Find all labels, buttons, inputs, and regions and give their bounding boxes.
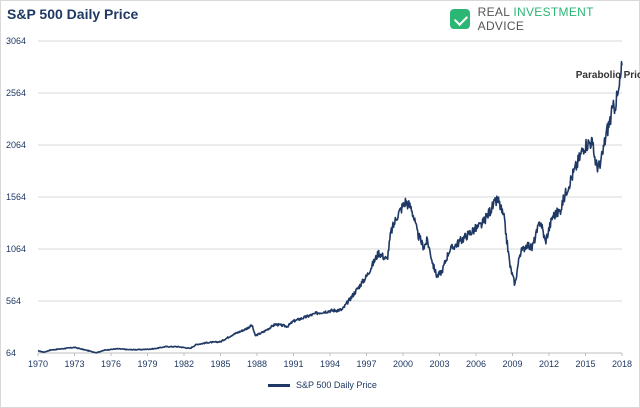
- x-tick-label: 1973: [64, 359, 84, 369]
- annotations: Parabolic Price Move: [576, 70, 640, 81]
- y-tick-label: 3064: [6, 36, 26, 46]
- brand-logo: REAL INVESTMENT ADVICE: [450, 5, 640, 33]
- x-tick-label: 1991: [283, 359, 303, 369]
- x-tick-label: 2009: [502, 359, 522, 369]
- series-line-sp500: [37, 60, 623, 354]
- x-axis-ticks: 1970 1973 1976 1979 1982 1985 1988 1991 1994 1997…: [28, 352, 632, 369]
- x-tick-label: 2015: [575, 359, 595, 369]
- x-tick-label: 2006: [466, 359, 486, 369]
- x-tick-label: 1979: [137, 359, 157, 369]
- grid-lines: [38, 40, 622, 354]
- brand-name: REAL INVESTMENT ADVICE: [478, 5, 640, 33]
- shield-check-icon: [450, 9, 470, 29]
- brand-word-real: REAL: [477, 5, 514, 19]
- x-tick-label: 2003: [429, 359, 449, 369]
- annotation-label: Parabolic Price Move: [576, 70, 640, 81]
- x-tick-label: 1970: [28, 359, 48, 369]
- y-tick-label: 1064: [6, 244, 26, 254]
- x-tick-label: 2018: [612, 359, 632, 369]
- legend-label: S&P 500 Daily Price: [296, 380, 377, 390]
- y-tick-label: 2064: [6, 140, 26, 150]
- legend-swatch: [268, 383, 290, 387]
- x-tick-label: 2000: [393, 359, 413, 369]
- x-tick-label: 1985: [210, 359, 230, 369]
- brand-word-advice: ADVICE: [477, 19, 525, 33]
- x-tick-label: 1997: [356, 359, 376, 369]
- y-tick-label: 1564: [6, 192, 26, 202]
- x-tick-label: 2012: [539, 359, 559, 369]
- series-layer: [37, 60, 623, 354]
- chart-title: S&P 500 Daily Price: [7, 6, 139, 22]
- x-tick-label: 1982: [174, 359, 194, 369]
- x-tick-label: 1976: [101, 359, 121, 369]
- y-axis-ticks: 3064 2564 2064 1564 1064 564 64: [6, 36, 26, 358]
- y-tick-label: 2564: [6, 88, 26, 98]
- x-tick-label: 1994: [320, 359, 340, 369]
- x-tick-label: 1988: [247, 359, 267, 369]
- y-tick-label: 564: [6, 296, 21, 306]
- y-tick-label: 64: [6, 348, 16, 358]
- legend: S&P 500 Daily Price: [268, 380, 377, 390]
- brand-word-investment: INVESTMENT: [513, 5, 594, 19]
